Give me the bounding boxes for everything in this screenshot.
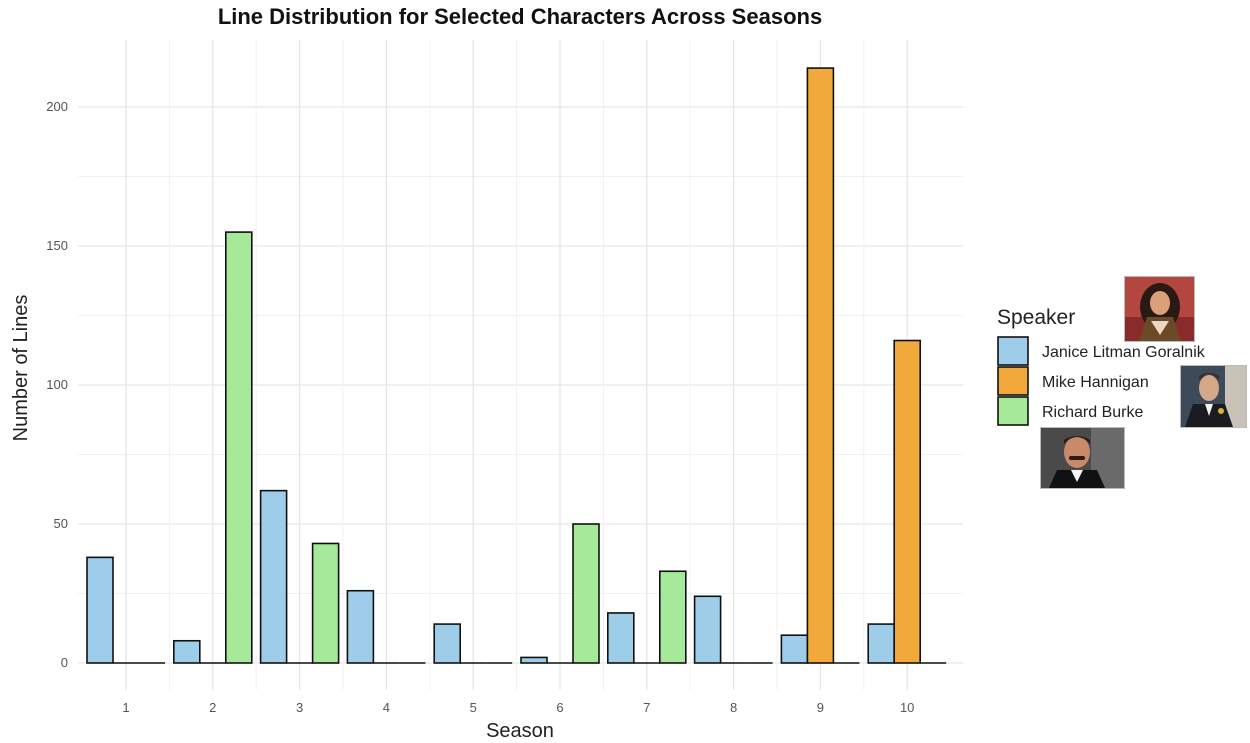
x-tick-label: 6 bbox=[556, 700, 563, 715]
x-tick-label: 4 bbox=[383, 700, 390, 715]
bar-richard-burke-season-2 bbox=[225, 231, 253, 664]
richard-portrait-icon bbox=[1041, 428, 1124, 488]
y-tick-label: 150 bbox=[46, 238, 68, 253]
bar-richard-burke-season-6 bbox=[572, 523, 600, 664]
bar-richard-burke-season-7 bbox=[658, 570, 687, 664]
chart-title: Line Distribution for Selected Character… bbox=[218, 4, 822, 29]
bar-janice-litman-goralnik-season-6 bbox=[520, 656, 548, 664]
x-tick-label: 1 bbox=[122, 700, 129, 715]
x-tick-label: 10 bbox=[900, 700, 914, 715]
y-axis-title: Number of Lines bbox=[10, 295, 32, 442]
legend-key-mike-hannigan bbox=[997, 366, 1029, 396]
x-tick-label: 9 bbox=[817, 700, 824, 715]
bar-janice-litman-goralnik-season-9 bbox=[780, 634, 809, 664]
bar-janice-litman-goralnik-season-3 bbox=[259, 489, 288, 664]
bar-janice-litman-goralnik-season-2 bbox=[173, 639, 201, 664]
bar-janice-litman-goralnik-season-10 bbox=[867, 623, 896, 664]
bar-janice-litman-goralnik-season-1 bbox=[86, 556, 114, 664]
y-tick-label: 0 bbox=[61, 655, 68, 670]
x-tick-label: 3 bbox=[296, 700, 303, 715]
bar-mike-hannigan-season-10 bbox=[893, 339, 922, 664]
legend: Speaker Janice Litman Goralnik Mike Hanni… bbox=[997, 306, 1206, 426]
x-tick-label: 8 bbox=[730, 700, 737, 715]
y-tick-label: 50 bbox=[54, 516, 68, 531]
y-tick-labels: 0 50 100 150 200 bbox=[46, 99, 68, 670]
janice-photo bbox=[1124, 276, 1195, 342]
legend-key-richard-burke bbox=[997, 396, 1029, 426]
bar-janice-litman-goralnik-season-7 bbox=[606, 612, 635, 664]
x-axis-title: Season bbox=[486, 720, 554, 742]
bar-richard-burke-season-3 bbox=[311, 542, 340, 664]
bars bbox=[86, 67, 947, 664]
legend-title: Speaker bbox=[997, 306, 1075, 329]
mike-portrait-icon bbox=[1181, 366, 1246, 427]
x-tick-label: 5 bbox=[470, 700, 477, 715]
x-tick-label: 2 bbox=[209, 700, 216, 715]
janice-portrait-icon bbox=[1125, 277, 1194, 341]
richard-photo bbox=[1040, 427, 1125, 489]
bar-janice-litman-goralnik-season-4 bbox=[346, 589, 375, 664]
y-tick-label: 200 bbox=[46, 99, 68, 114]
bar-mike-hannigan-season-9 bbox=[806, 67, 835, 664]
bar-janice-litman-goralnik-season-5 bbox=[433, 623, 462, 664]
mike-photo bbox=[1180, 365, 1247, 428]
x-tick-labels: 1 2 3 4 5 6 7 8 9 10 bbox=[122, 700, 914, 715]
bar-janice-litman-goralnik-season-8 bbox=[693, 595, 722, 664]
y-tick-label: 100 bbox=[46, 377, 68, 392]
legend-key-janice-litman-goralnik bbox=[997, 336, 1029, 366]
x-tick-label: 7 bbox=[643, 700, 650, 715]
legend-label: Mike Hannigan bbox=[1042, 374, 1149, 391]
legend-label: Richard Burke bbox=[1042, 404, 1143, 421]
legend-label: Janice Litman Goralnik bbox=[1042, 344, 1206, 361]
